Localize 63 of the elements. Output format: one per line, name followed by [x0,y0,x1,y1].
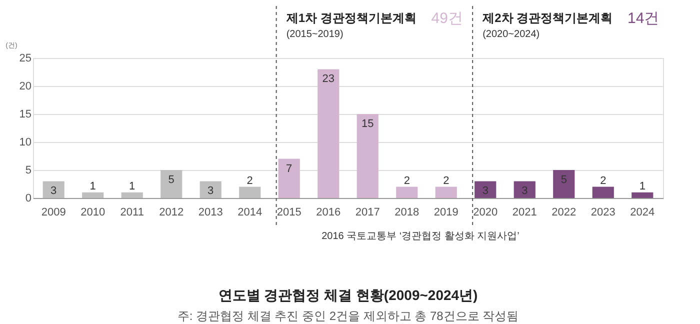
text: 49건 [431,10,463,27]
bar [121,192,143,198]
y-tick-label: 5 [25,164,32,176]
x-tick-label: 2022 [552,206,576,218]
x-tick-label: 2010 [80,206,106,218]
data-label: 2 [246,174,253,187]
ref-line-label: 제2차 경관정책기본계획 [482,11,613,25]
data-label: 3 [50,185,57,198]
x-tick-label: 2013 [198,206,223,218]
bar [474,181,496,198]
y-tick-label: 20 [19,80,32,92]
bar [318,69,340,198]
data-label: 3 [208,185,214,198]
data-label: 23 [322,73,334,86]
data-label: 1 [90,180,96,192]
bar [553,170,575,198]
y-tick-label: 15 [19,108,32,120]
bar [82,192,104,198]
bar [200,181,222,198]
x-tick-label: 2016 [316,206,341,218]
data-label: 7 [286,162,292,175]
bar [632,192,654,198]
data-label: 5 [560,174,567,186]
x-tick-label: 2021 [512,206,537,218]
data-label: 3 [482,185,488,198]
bar [42,181,64,198]
data-label: 2 [600,174,606,187]
y-tick-label: 25 [19,52,32,64]
bar [160,170,182,198]
bar [514,181,536,198]
data-label: 2 [443,174,450,187]
x-tick-label: 2014 [238,206,262,218]
ref-line-label: 제1차 경관정책기본계획 [285,11,416,25]
text: (2020~2024) [482,29,540,40]
x-tick-label: 2024 [630,206,655,218]
data-label: 15 [362,118,374,130]
x-tick-label: 2017 [355,206,380,218]
x-tick-label: 2012 [159,206,184,218]
bar [278,158,300,198]
text: 연도별 경관협정 체결 현황(2009~2024년) [218,287,478,303]
y-tick-label: 10 [19,136,32,148]
x-tick-label: 2019 [434,206,458,218]
x-tick-label: 2023 [590,206,616,218]
bar [592,186,614,198]
text: 14건 [628,10,660,27]
bar [435,186,457,198]
data-label: 3 [522,185,528,198]
x-tick-label: 2011 [120,206,144,218]
data-label: 5 [168,174,174,186]
text: (2015~2019) [286,29,344,40]
text: 2016 국토교통부 ‘경관협정 활성화 지원사업’ [322,231,520,242]
data-label: 1 [639,180,646,192]
data-label: 2 [404,174,410,187]
x-tick-label: 2015 [276,206,302,218]
bar [356,114,378,198]
y-tick-label: 0 [25,192,32,204]
x-tick-label: 2018 [394,206,420,218]
bar [239,186,261,198]
bar [396,186,418,198]
x-tick-label: 2009 [41,206,66,218]
x-tick-label: 2020 [473,206,498,218]
data-label: 1 [129,180,136,192]
text: 주: 경관협정 체결 추진 중인 2건을 제외하고 총 78건으로 작성됨 [177,309,519,323]
